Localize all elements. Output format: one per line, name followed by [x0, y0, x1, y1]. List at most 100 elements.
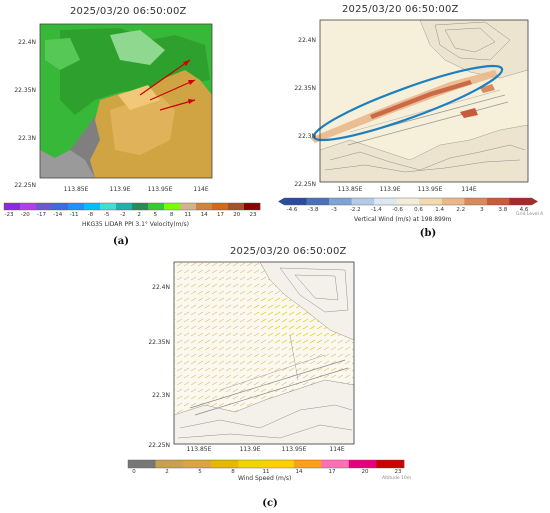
- panel-a: 2025/03/20 06:50:00Z 22.4N 22.35N 22.3N …: [0, 0, 270, 250]
- colorbar-tick-label: 3: [480, 207, 484, 213]
- panel-c-colorbar-note: Altitude 10m: [382, 476, 412, 481]
- panel-c-caption: (c): [262, 498, 278, 509]
- panel-b: 2025/03/20 06:50:00Z 22.4N 22.35N 22.3N …: [270, 0, 550, 250]
- colorbar-swatch: [100, 203, 117, 210]
- panel-c-map: [127, 261, 405, 469]
- colorbar-tick-label: 11: [262, 469, 270, 475]
- panel-b-ytick-3: 22.3N: [298, 133, 316, 140]
- colorbar-tick-label: 23: [394, 469, 402, 475]
- colorbar-tick-label: 5: [153, 212, 158, 218]
- colorbar-swatch: [348, 460, 377, 468]
- colorbar-tick-label: -11: [69, 212, 79, 218]
- panel-a-ytick-3: 22.3N: [18, 135, 36, 142]
- colorbar-swatch: [486, 198, 510, 205]
- panel-c-ytick-3: 22.3N: [152, 392, 170, 399]
- panel-a-xtick-2: 113.9E: [109, 186, 131, 193]
- colorbar-frame: [3, 202, 261, 211]
- colorbar-swatch: [128, 460, 156, 468]
- panel-a-caption: (a): [113, 236, 129, 247]
- panel-b-ytick-4: 22.25N: [294, 181, 316, 188]
- colorbar-tick-label: 14: [295, 469, 303, 475]
- colorbar-tick-label: 0: [132, 469, 136, 475]
- colorbar-tick-label: -5: [103, 212, 110, 218]
- colorbar-swatch: [441, 198, 465, 205]
- panel-a-map: [3, 23, 261, 211]
- colorbar-swatch: [374, 198, 398, 205]
- colorbar-swatch: [306, 198, 330, 205]
- colorbar-tick-label: 20: [233, 212, 241, 218]
- panel-a-colorbar-title: HKG35 LIDAR PPI 3.1° Velocity(m/s): [82, 221, 190, 228]
- panel-a-ytick-1: 22.4N: [18, 39, 36, 46]
- panel-c-ytick-4: 22.25N: [148, 442, 170, 449]
- colorbar-swatch: [244, 203, 261, 210]
- colorbar-swatch: [196, 203, 213, 210]
- colorbar-tick-label: -23: [4, 212, 14, 218]
- colorbar-tick-label: -17: [37, 212, 47, 218]
- colorbar-tick-label: 1.4: [435, 207, 444, 213]
- panel-c-xtick-1: 113.85E: [186, 446, 212, 453]
- colorbar-arrow-left: [278, 198, 284, 205]
- panel-b-colorbar-note: Grid Level 4: [516, 212, 544, 217]
- panel-b-xtick-1: 113.85E: [337, 186, 363, 193]
- panel-b-ytick-2: 22.35N: [294, 85, 316, 92]
- colorbar-swatch: [376, 460, 405, 468]
- panel-c-title: 2025/03/20 06:50:00Z: [230, 246, 347, 257]
- colorbar-tick-label: 17: [216, 212, 224, 218]
- colorbar-swatch: [180, 203, 197, 210]
- colorbar-swatch: [183, 460, 212, 468]
- panel-b-caption: (b): [419, 228, 437, 239]
- colorbar-tick-label: 20: [361, 469, 369, 475]
- colorbar-swatch: [36, 203, 53, 210]
- panel-c-xtick-2: 113.9E: [239, 446, 261, 453]
- panel-c-xtick-4: 114E: [329, 446, 345, 453]
- panel-b-title: 2025/03/20 06:50:00Z: [342, 4, 459, 15]
- colorbar-frame: [283, 197, 533, 206]
- colorbar-tick-label: 11: [184, 212, 192, 218]
- panel-c-ytick-1: 22.4N: [152, 284, 170, 291]
- colorbar-tick-label: 2.2: [456, 207, 466, 213]
- colorbar-swatch: [321, 460, 350, 468]
- panel-b-colorbar-title: Vertical Wind (m/s) at 198.899m: [354, 216, 452, 223]
- panel-c-ytick-2: 22.35N: [148, 339, 170, 346]
- colorbar-swatch: [284, 198, 307, 205]
- colorbar-tick-label: 4.6: [519, 207, 529, 213]
- colorbar-tick-label: -1.4: [370, 207, 382, 213]
- colorbar-swatch: [68, 203, 85, 210]
- colorbar-tick-label: 8: [169, 212, 174, 218]
- colorbar-swatch: [52, 203, 69, 210]
- colorbar-swatch: [464, 198, 488, 205]
- panel-a-xtick-1: 113.85E: [63, 186, 89, 193]
- colorbar-swatch: [20, 203, 37, 210]
- panel-b-xtick-4: 114E: [461, 186, 477, 193]
- colorbar-tick-label: 5: [198, 469, 202, 475]
- panel-c: 2025/03/20 06:50:00Z 22.4N 22.35N 22.3N …: [120, 240, 420, 513]
- colorbar-tick-label: -8: [87, 212, 94, 218]
- colorbar-tick-label: -14: [53, 212, 63, 218]
- panel-b-xtick-2: 113.9E: [379, 186, 401, 193]
- colorbar-tick-label: -3: [331, 207, 337, 213]
- colorbar-swatch: [4, 203, 21, 210]
- colorbar-swatch: [155, 460, 184, 468]
- colorbar-tick-label: 17: [328, 469, 336, 475]
- colorbar-swatch: [148, 203, 165, 210]
- colorbar-tick-label: 3.8: [498, 207, 508, 213]
- panel-c-colorbar-title: Wind Speed (m/s): [238, 475, 292, 482]
- colorbar-tick-label: -2.2: [349, 207, 361, 213]
- colorbar-tick-label: 0.6: [414, 207, 423, 213]
- colorbar-swatch: [228, 203, 245, 210]
- colorbar-swatch: [419, 198, 443, 205]
- colorbar-arrow-right: [532, 198, 538, 205]
- colorbar-swatch: [351, 198, 375, 205]
- colorbar-swatch: [293, 460, 322, 468]
- colorbar-tick-label: 2: [165, 469, 169, 475]
- colorbar-tick-label: -20: [20, 212, 30, 218]
- panel-b-ytick-1: 22.4N: [298, 37, 316, 44]
- panel-b-xtick-3: 113.95E: [417, 186, 443, 193]
- colorbar-tick-label: 14: [200, 212, 208, 218]
- panel-a-xtick-4: 114E: [193, 186, 209, 193]
- colorbar-tick-label: -2: [120, 212, 126, 218]
- panel-a-ytick-2: 22.35N: [14, 87, 36, 94]
- colorbar-swatch: [210, 460, 239, 468]
- colorbar-swatch: [509, 198, 533, 205]
- panel-a-xtick-3: 113.95E: [147, 186, 173, 193]
